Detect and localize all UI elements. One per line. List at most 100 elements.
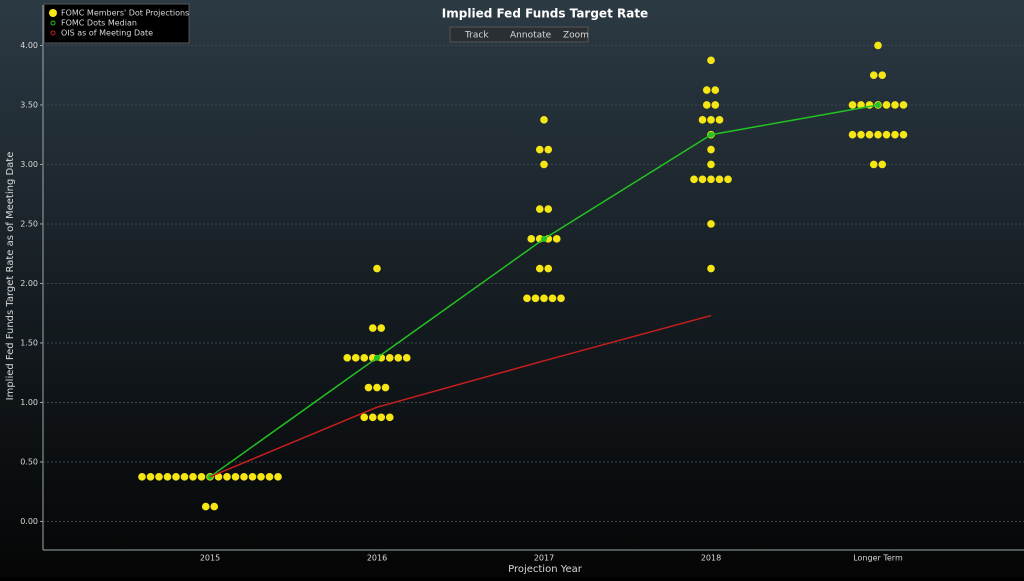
dot [548,294,557,303]
dot [878,71,887,80]
dot [535,205,544,213]
chart-title: Implied Fed Funds Target Rate [442,7,648,21]
dot [882,101,891,109]
dot [527,235,536,243]
y-tick-label: 3.00 [20,160,38,169]
dot [857,130,865,139]
dot [385,354,394,362]
dot [394,354,403,362]
dot [172,473,180,481]
dot [557,294,565,303]
dot [381,383,390,392]
toolbar-button[interactable]: Zoom [563,31,589,41]
dot [848,130,857,139]
legend-box [43,3,190,44]
dot [351,354,360,362]
dot [360,354,369,362]
dot [869,71,878,80]
dot [377,324,386,332]
dot [707,264,715,273]
dot [702,86,711,94]
y-tick-label: 3.50 [20,100,38,109]
dot [724,175,732,184]
dot [180,473,189,481]
median-marker [708,131,714,138]
dot [707,220,715,228]
x-tick-label: 2017 [534,554,554,563]
dot [711,86,720,94]
dot [715,116,724,124]
y-tick-label: 0.00 [20,517,38,526]
x-tick-label: 2018 [701,554,721,563]
legend-label: OIS as of Meeting Date [61,29,153,38]
dot [869,160,878,169]
dot [197,473,206,481]
y-tick-label: 4.00 [20,41,38,50]
dot [540,160,548,169]
y-axis-label: Implied Fed Funds Target Rate as of Meet… [5,152,16,401]
y-tick-label: 2.50 [20,219,38,228]
dot [201,502,210,511]
dot [874,130,882,139]
dot [240,473,248,481]
legend-swatch [50,30,56,36]
dot [368,324,377,332]
dot [698,116,707,124]
y-tick-label: 2.00 [20,279,38,288]
dot [865,130,874,139]
toolbar-button[interactable]: Track [464,31,489,41]
x-tick-label: Longer Term [853,554,903,563]
dot [402,354,411,362]
dot [878,160,887,169]
dot [544,205,553,213]
dot [707,116,715,124]
dot [540,294,548,303]
dot [698,175,707,184]
toolbar-box [449,26,589,43]
dot [544,264,553,273]
dot [343,354,352,362]
legend-swatch [50,20,56,26]
series-line [209,314,712,478]
dot [257,473,265,481]
dot [210,502,219,511]
dot [874,41,882,50]
dot [163,473,172,481]
dot [146,473,155,481]
dot [535,145,544,154]
dot [891,130,899,139]
dot [274,473,282,481]
dot [707,175,715,184]
dot [707,145,715,154]
y-tick-label: 1.00 [20,398,38,407]
toolbar: Track Annotate Zoom [449,26,589,43]
x-tick-label: 2016 [367,554,387,563]
dot [711,101,720,109]
dot [848,101,857,109]
dot [707,160,715,169]
dot [690,175,698,184]
dot [373,264,381,273]
dot [373,383,381,392]
dot [552,235,561,243]
toolbar-button[interactable]: Annotate [510,31,552,41]
dot [368,413,377,422]
dot [540,116,548,124]
dot [248,473,257,481]
dot [265,473,274,481]
dot [531,294,540,303]
dot [189,473,197,481]
dot [138,473,146,481]
dot [155,473,163,481]
dot [899,101,908,109]
dot [891,101,899,109]
dot [214,473,223,481]
dot [544,145,553,154]
median-marker [541,235,547,242]
dot [364,383,373,392]
dot [385,413,394,422]
legend-swatch [49,9,57,17]
